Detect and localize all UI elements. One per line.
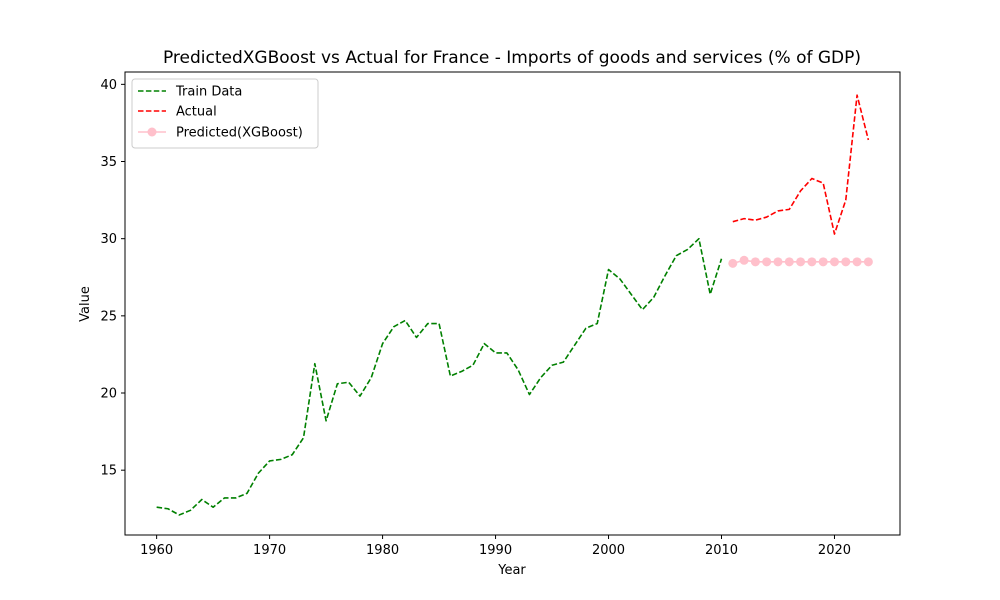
data-point-predicted-xgboost — [762, 257, 772, 267]
legend: Train Data Actual Predicted(XGBoost) — [131, 78, 319, 149]
series-line-actual — [732, 94, 870, 235]
legend-actual-label: Actual — [176, 105, 217, 120]
y-tick-label: 25 — [100, 309, 117, 324]
legend-predicted-label: Predicted(XGBoost) — [176, 126, 303, 141]
x-tick-label: 1970 — [253, 543, 286, 558]
data-point-predicted-xgboost — [807, 257, 817, 267]
x-tick-label: 1980 — [366, 543, 399, 558]
data-point-predicted-xgboost — [773, 257, 783, 267]
data-point-predicted-xgboost — [739, 255, 749, 265]
y-tick-label: 20 — [100, 387, 117, 402]
x-tick-label: 1990 — [479, 543, 512, 558]
data-point-predicted-xgboost — [796, 257, 806, 267]
data-point-predicted-xgboost — [841, 257, 851, 267]
data-point-predicted-xgboost — [750, 257, 760, 267]
plot-frame — [124, 71, 901, 536]
legend-predicted-marker — [147, 127, 157, 137]
data-point-predicted-xgboost — [818, 257, 828, 267]
y-axis: 15 20 25 30 35 40 — [100, 78, 125, 479]
data-point-predicted-xgboost — [728, 258, 738, 268]
y-tick-label: 40 — [100, 78, 117, 93]
data-point-predicted-xgboost — [784, 257, 794, 267]
y-tick-label: 15 — [100, 464, 117, 479]
x-tick-label: 2000 — [592, 543, 625, 558]
x-tick-label: 1960 — [140, 543, 173, 558]
legend-train-label: Train Data — [175, 85, 242, 100]
x-tick-label: 2020 — [818, 543, 851, 558]
data-point-predicted-xgboost — [852, 257, 862, 267]
y-tick-label: 30 — [100, 232, 117, 247]
data-point-predicted-xgboost — [829, 257, 839, 267]
legend-frame — [131, 78, 319, 149]
x-axis-label: Year — [497, 563, 526, 578]
chart-title: PredictedXGBoost vs Actual for France - … — [163, 48, 861, 68]
series-line-train-data — [156, 237, 723, 516]
y-tick-label: 35 — [100, 155, 117, 170]
x-tick-label: 2010 — [705, 543, 738, 558]
plot-area — [156, 94, 873, 516]
y-axis-label: Value — [78, 286, 93, 322]
data-point-predicted-xgboost — [863, 257, 873, 267]
x-axis: 1960 1970 1980 1990 2000 2010 2020 — [140, 535, 851, 558]
